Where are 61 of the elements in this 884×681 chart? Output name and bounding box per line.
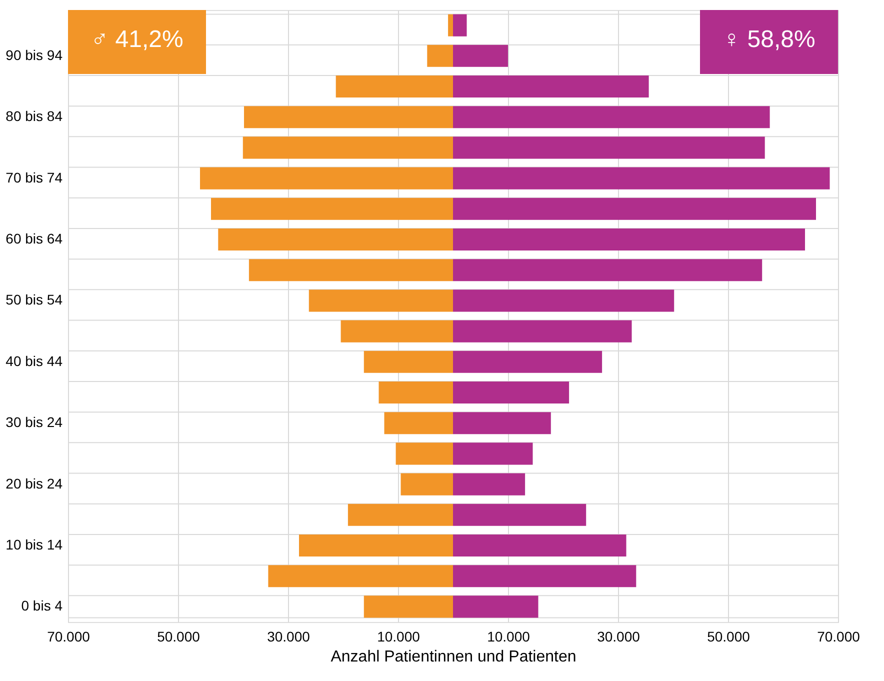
bar	[453, 167, 830, 190]
bar	[453, 534, 626, 557]
x-tick-label: 50.000	[707, 628, 750, 644]
bar	[453, 442, 533, 465]
bar	[453, 44, 508, 67]
bar	[244, 106, 453, 128]
y-tick-label: 10 bis 14	[6, 536, 63, 552]
bar	[453, 350, 602, 373]
bar	[248, 259, 453, 282]
bar	[218, 228, 453, 251]
bar	[453, 14, 467, 36]
bar	[200, 167, 453, 190]
x-axis-title: Anzahl Patientinnen und Patienten	[330, 648, 576, 666]
bar	[453, 565, 636, 588]
y-tick-label: 90 bis 94	[6, 46, 63, 63]
bar	[364, 350, 453, 373]
bar	[242, 136, 453, 159]
bar	[427, 44, 453, 67]
bar	[308, 290, 453, 312]
bar	[453, 259, 762, 282]
y-tick-label: 40 bis 44	[6, 352, 63, 369]
bar	[400, 473, 453, 496]
bar	[340, 320, 453, 342]
bar	[453, 473, 526, 496]
bar	[396, 442, 453, 465]
annotation: ♀ 58,8%	[722, 26, 816, 53]
bar	[384, 412, 453, 434]
x-tick-label: 50.000	[157, 628, 200, 644]
y-tick-label: 70 bis 74	[6, 169, 63, 186]
bar	[299, 534, 453, 557]
bar	[378, 381, 453, 404]
bar	[453, 320, 632, 342]
bar	[364, 596, 453, 618]
bar	[453, 381, 570, 404]
x-tick-label: 10.000	[487, 628, 530, 644]
bar	[211, 198, 453, 220]
y-tick-label: 50 bis 54	[6, 292, 63, 308]
x-tick-label: 30.000	[597, 628, 640, 644]
bar	[453, 136, 765, 159]
bar	[268, 565, 453, 588]
bar	[453, 228, 805, 251]
bar	[348, 504, 453, 526]
x-tick-label: 30.000	[267, 628, 310, 644]
x-tick-label: 10.000	[377, 628, 420, 644]
bar	[453, 106, 770, 128]
x-tick-label: 70.000	[817, 628, 860, 644]
bar	[453, 290, 674, 312]
y-tick-label: 20 bis 24	[6, 475, 63, 492]
bar	[453, 412, 551, 434]
y-tick-label: 60 bis 64	[6, 230, 63, 246]
bar	[453, 75, 649, 98]
y-tick-label: 80 bis 84	[6, 108, 63, 124]
bar	[448, 14, 453, 36]
x-tick-label: 70.000	[47, 628, 90, 644]
annotation: ♂ 41,2%	[90, 26, 184, 53]
y-tick-label: 0 bis 4	[21, 598, 63, 614]
bar	[453, 596, 538, 618]
bar	[453, 504, 586, 526]
bar	[336, 75, 453, 98]
y-tick-label: 30 bis 24	[6, 414, 63, 430]
bar	[453, 198, 816, 220]
